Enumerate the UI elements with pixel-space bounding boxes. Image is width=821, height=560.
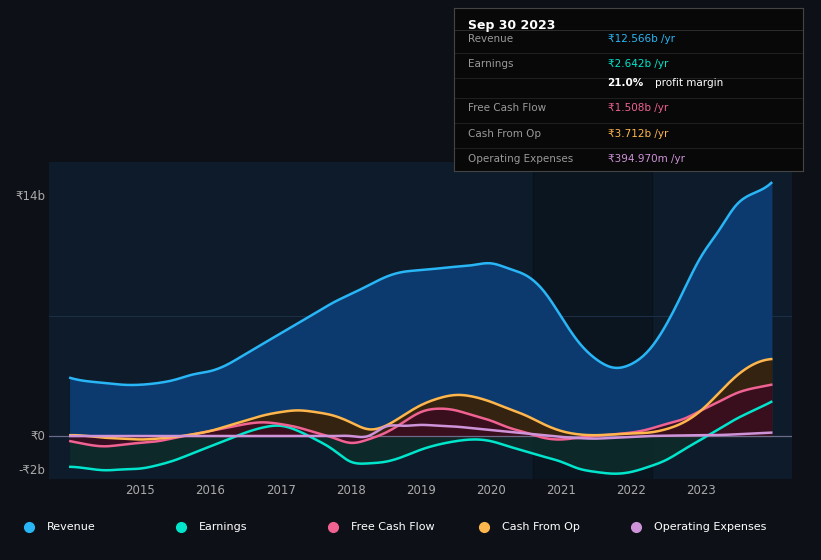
Text: 21.0%: 21.0%	[608, 78, 644, 88]
Text: Free Cash Flow: Free Cash Flow	[468, 104, 546, 114]
Text: ₹394.970m /yr: ₹394.970m /yr	[608, 154, 685, 164]
Text: Operating Expenses: Operating Expenses	[468, 154, 573, 164]
Text: Earnings: Earnings	[468, 59, 513, 69]
Text: Free Cash Flow: Free Cash Flow	[351, 521, 434, 531]
Text: ₹1.508b /yr: ₹1.508b /yr	[608, 104, 667, 114]
Text: Revenue: Revenue	[468, 34, 513, 44]
Text: Operating Expenses: Operating Expenses	[654, 521, 767, 531]
Bar	[533, 162, 652, 479]
Text: ₹3.712b /yr: ₹3.712b /yr	[608, 129, 668, 138]
Text: ₹0: ₹0	[30, 430, 45, 442]
Text: Cash From Op: Cash From Op	[502, 521, 580, 531]
Text: Earnings: Earnings	[199, 521, 247, 531]
Text: ₹12.566b /yr: ₹12.566b /yr	[608, 34, 675, 44]
Text: ₹14b: ₹14b	[16, 190, 45, 203]
Text: -₹2b: -₹2b	[19, 464, 45, 477]
Text: Revenue: Revenue	[47, 521, 95, 531]
Text: profit margin: profit margin	[654, 78, 723, 88]
Text: Sep 30 2023: Sep 30 2023	[468, 19, 555, 32]
Text: ₹2.642b /yr: ₹2.642b /yr	[608, 59, 668, 69]
Text: Cash From Op: Cash From Op	[468, 129, 541, 138]
